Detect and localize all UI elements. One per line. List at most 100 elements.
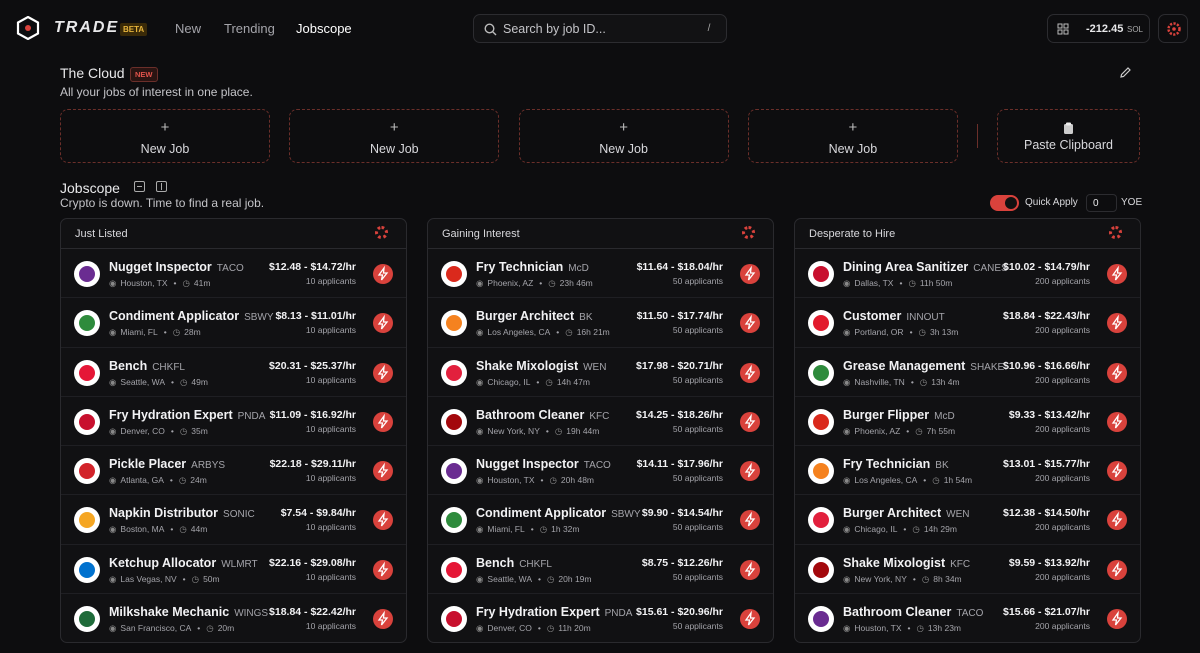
job-row[interactable]: Shake Mixologist WEN ◉ Chicago, IL • ◷ 14h 47m…	[428, 348, 773, 397]
quick-apply-button[interactable]	[1107, 559, 1127, 580]
quick-apply-button[interactable]	[373, 609, 393, 630]
new-job-slot[interactable]: + New Job	[518, 109, 729, 163]
dot: •	[538, 573, 541, 584]
job-row[interactable]: Condiment Applicator SBWY ◉ Miami, FL • ◷ 28m $…	[61, 298, 406, 348]
job-meta: ◉ Los Angeles, CA • ◷ 16h 21m	[476, 327, 610, 338]
job-time: 20h 48m	[560, 475, 595, 486]
job-row[interactable]: Burger Architect WEN ◉ Chicago, IL • ◷ 14h 29m…	[795, 495, 1140, 545]
job-row[interactable]: Dining Area Sanitizer CANES ◉ Dallas, TX • ◷ 1…	[795, 249, 1140, 299]
clock-icon: ◷	[191, 573, 200, 584]
quick-apply-button[interactable]	[373, 510, 393, 531]
quick-apply-toggle[interactable]	[990, 195, 1019, 211]
job-location: Seattle, WA	[120, 376, 165, 387]
job-applicants: 200 applicants	[1035, 325, 1090, 336]
quick-apply-button[interactable]	[373, 411, 393, 432]
job-row[interactable]: Fry Technician BK ◉ Los Angeles, CA • ◷ 1h 54m…	[795, 446, 1140, 496]
job-location: Miami, FL	[487, 524, 525, 535]
logo[interactable]	[16, 16, 40, 40]
logo-mark	[79, 266, 95, 282]
job-row[interactable]: Condiment Applicator SBWY ◉ Miami, FL • ◷ 1h 3…	[428, 495, 773, 545]
job-meta: ◉ Los Angeles, CA • ◷ 1h 54m	[843, 475, 972, 486]
quick-apply-button[interactable]	[740, 461, 760, 482]
job-title: Nugget Inspector TACO	[109, 260, 244, 274]
yoe-input[interactable]: 0	[1086, 194, 1117, 212]
nav-link[interactable]: Trending	[224, 21, 275, 36]
company-logo	[808, 408, 834, 435]
job-row[interactable]: Bathroom Cleaner KFC ◉ New York, NY • ◷ 19h 44…	[428, 397, 773, 447]
job-row[interactable]: Nugget Inspector TACO ◉ Houston, TX • ◷ 20h 48…	[428, 446, 773, 496]
paste-clipboard[interactable]: Paste Clipboard	[997, 109, 1140, 163]
quick-apply-button[interactable]	[373, 461, 393, 482]
view-toggles[interactable]	[133, 180, 173, 194]
column-settings[interactable]	[375, 226, 388, 239]
job-row[interactable]: Customer INNOUT ◉ Portland, OR • ◷ 3h 13m $18.8…	[795, 298, 1140, 348]
job-row[interactable]: Burger Architect BK ◉ Los Angeles, CA • ◷ 16h …	[428, 298, 773, 348]
company-logo	[441, 261, 467, 287]
balance[interactable]: -212.45 SOL	[1047, 14, 1150, 43]
quick-apply-button[interactable]	[740, 510, 760, 531]
bolt-icon	[377, 462, 389, 478]
job-row[interactable]: Nugget Inspector TACO ◉ Houston, TX • ◷ 41m $12…	[61, 249, 406, 299]
quick-apply-button[interactable]	[373, 362, 393, 383]
quick-apply-button[interactable]	[1107, 313, 1127, 334]
gear-icon	[1167, 22, 1181, 36]
quick-apply-button[interactable]	[1107, 264, 1127, 284]
job-title: Dining Area Sanitizer CANES	[843, 260, 1008, 274]
quick-apply-button[interactable]	[740, 559, 760, 580]
job-applicants: 50 applicants	[672, 374, 723, 385]
job-pay: $18.84 - $22.42/hr	[269, 606, 356, 619]
job-row[interactable]: Milkshake Mechanic WINGS ◉ San Francisco, C…	[61, 594, 406, 642]
quick-apply-button[interactable]	[1107, 609, 1127, 630]
quick-apply-button[interactable]	[373, 559, 393, 580]
quick-apply-button[interactable]	[740, 362, 760, 383]
job-row[interactable]: Bench CHKFL ◉ Seattle, WA • ◷ 49m $20.31 - $25.…	[61, 348, 406, 397]
logo-mark	[813, 463, 829, 480]
column-settings[interactable]	[742, 226, 755, 239]
job-row[interactable]: Fry Hydration Expert PNDA ◉ Denver, CO • ◷ 35m…	[61, 397, 406, 447]
new-job-slot[interactable]: + New Job	[289, 109, 500, 163]
nav-link[interactable]: New	[175, 21, 202, 36]
quick-apply-button[interactable]	[1107, 362, 1127, 383]
clock-icon: ◷	[179, 376, 188, 387]
job-time: 44m	[190, 524, 208, 535]
new-job-slot[interactable]: + New Job	[747, 109, 958, 163]
quick-apply-button[interactable]	[740, 609, 760, 630]
bolt-icon	[1111, 314, 1123, 330]
settings-button[interactable]	[1158, 14, 1188, 43]
job-applicants: 200 applicants	[1035, 571, 1090, 582]
quick-apply-button[interactable]	[373, 264, 393, 284]
job-row[interactable]: Ketchup Allocator WLMRT ◉ Las Vegas, NV • ◷ 50…	[61, 545, 406, 595]
job-row[interactable]: Burger Flipper McD ◉ Phoenix, AZ • ◷ 7h 55m $9.…	[795, 397, 1140, 447]
job-time: 11h 50m	[919, 278, 953, 288]
quick-apply-button[interactable]	[740, 411, 760, 432]
edit-icon[interactable]	[1119, 66, 1132, 79]
column-settings[interactable]	[1109, 226, 1122, 239]
quick-apply-button[interactable]	[373, 313, 393, 334]
new-job-slot[interactable]: + New Job	[60, 109, 270, 163]
job-pay: $15.61 - $20.96/hr	[636, 606, 723, 619]
quick-apply-button[interactable]	[1107, 461, 1127, 482]
job-row[interactable]: Fry Technician McD ◉ Phoenix, AZ • ◷ 23h 46m $1…	[428, 249, 773, 299]
search-box[interactable]: Search by job ID... /	[473, 14, 727, 43]
job-row[interactable]: Fry Hydration Expert PNDA ◉ Denver, CO • ◷ 11h…	[428, 594, 773, 642]
quick-apply-button[interactable]	[740, 264, 760, 284]
company-code: CHKFL	[519, 558, 552, 570]
bolt-icon	[744, 561, 756, 577]
dot: •	[910, 376, 914, 387]
clock-icon: ◷	[916, 623, 924, 634]
job-row[interactable]: Shake Mixologist KFC ◉ New York, NY • ◷ 8h 34m…	[795, 545, 1140, 595]
quick-apply-button[interactable]	[1107, 411, 1127, 432]
company-code: TACO	[956, 608, 984, 620]
job-pay: $15.66 - $21.07/hr	[1003, 606, 1090, 619]
clock-icon: ◷	[546, 623, 555, 634]
quick-apply-button[interactable]	[740, 313, 760, 334]
job-row[interactable]: Napkin Distributor SONIC ◉ Boston, MA • ◷ 44m $…	[61, 495, 406, 545]
job-row[interactable]: Bathroom Cleaner TACO ◉ Houston, TX • ◷ 13h 23…	[795, 594, 1140, 642]
logo-mark	[446, 611, 462, 628]
job-row[interactable]: Pickle Placer ARBYS ◉ Atlanta, GA • ◷ 24m $22.1…	[61, 446, 406, 496]
nav-link[interactable]: Jobscope	[296, 21, 352, 36]
job-row[interactable]: Grease Management SHAKE ◉ Nashville, TN • ◷ 13…	[795, 348, 1140, 397]
quick-apply-button[interactable]	[1107, 510, 1127, 531]
job-row[interactable]: Bench CHKFL ◉ Seattle, WA • ◷ 20h 19m $8.75 - $…	[428, 545, 773, 595]
pin-icon: ◉	[476, 425, 484, 436]
